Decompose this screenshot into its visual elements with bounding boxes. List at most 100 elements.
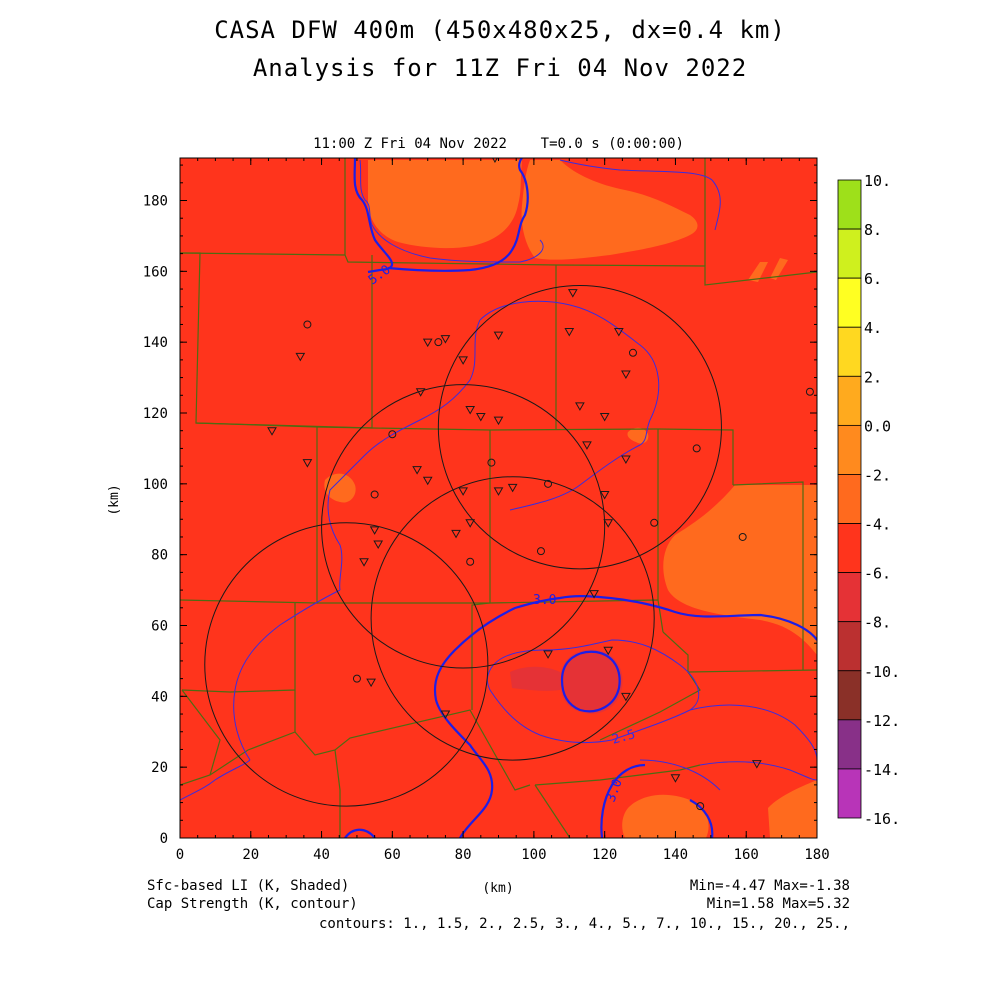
station-circle-marker	[544, 479, 553, 488]
station-triangle-marker	[412, 466, 422, 475]
colorbar-swatch	[837, 719, 862, 770]
contour-label-3-north: 3.0	[533, 593, 556, 608]
station-circle-marker	[352, 674, 361, 683]
station-triangle-marker	[465, 405, 476, 415]
x-tick-label: 100	[521, 847, 546, 863]
station-triangle-marker	[603, 519, 614, 528]
map-panel	[180, 158, 817, 838]
analysis-time-title: Analysis for 11Z Fri 04 Nov 2022	[252, 54, 748, 82]
station-triangle-marker	[507, 483, 518, 493]
station-triangle-marker	[369, 526, 380, 535]
station-triangle-marker	[415, 388, 426, 397]
contour-field-stats: Min=1.58 Max=5.32	[707, 896, 850, 912]
station-triangle-marker	[359, 558, 369, 567]
radar-ring-1	[437, 285, 722, 570]
shaded-field-stats: Min=-4.47 Max=-1.38	[690, 878, 850, 894]
station-circle-marker	[805, 387, 814, 396]
chart-title: CASA DFW 400m (450x480x25, dx=0.4 km)	[214, 16, 786, 44]
station-triangle-marker	[670, 774, 681, 783]
x-tick-label: 20	[242, 847, 259, 863]
colorbar-label: 0.0	[864, 417, 891, 435]
li-minimum-west	[510, 666, 560, 691]
valid-time-subtitle: 11:00 Z Fri 04 Nov 2022 T=0.0 s (0:00:00…	[313, 136, 684, 152]
station-circle-marker	[388, 430, 397, 439]
colorbar-swatch	[837, 179, 862, 230]
shaded-field-label: Sfc-based LI (K, Shaded)	[147, 878, 349, 894]
colorbar-label: 4.	[864, 319, 882, 337]
contour-levels: contours: 1., 1.5, 2., 2.5, 3., 4., 5., …	[319, 916, 850, 932]
li-shade-east	[663, 485, 817, 655]
station-triangle-marker	[613, 328, 624, 337]
y-tick-label: 100	[143, 477, 168, 493]
cap-strength-thin-contours	[180, 159, 817, 801]
station-triangle-marker	[621, 370, 631, 380]
colorbar-label: -14.	[864, 761, 900, 779]
colorbar-swatch	[837, 621, 862, 672]
station-triangle-marker	[267, 427, 277, 436]
station-circle-marker	[303, 320, 312, 329]
colorbar-label: -12.	[864, 712, 900, 730]
radar-ring-2	[321, 384, 606, 669]
x-tick-label: 60	[384, 847, 401, 863]
li-shade-north	[368, 160, 522, 249]
y-tick-label: 80	[151, 548, 168, 564]
station-triangle-marker	[621, 692, 631, 702]
station-triangle-marker	[465, 519, 476, 528]
y-tick-label: 60	[151, 619, 168, 635]
station-circle-marker	[536, 547, 545, 556]
footer-notes: Sfc-based LI (K, Shaded) Cap Strength (K…	[147, 878, 850, 932]
county-boundaries	[180, 158, 817, 838]
li-shade-south	[622, 780, 817, 838]
colorbar-swatch	[837, 228, 862, 279]
station-triangle-marker	[589, 590, 599, 599]
colorbar-label: 10.	[864, 172, 891, 190]
station-circle-marker	[370, 490, 379, 499]
li-field-base	[180, 158, 817, 838]
station-triangle-marker	[493, 416, 504, 426]
x-tick-label: 160	[734, 847, 759, 863]
station-triangle-marker	[582, 441, 592, 450]
colorbar-swatch	[837, 375, 862, 426]
colorbar-label: -6.	[864, 565, 891, 583]
station-circle-marker	[692, 444, 701, 453]
colorbar-swatch	[837, 424, 862, 475]
station-triangle-marker	[302, 459, 313, 468]
station-triangle-marker	[458, 356, 468, 365]
y-tick-label: 180	[143, 194, 168, 210]
colorbar-label: 8.	[864, 221, 882, 239]
y-tick-label: 0	[160, 831, 168, 847]
station-triangle-marker	[493, 331, 504, 341]
x-tick-label: 80	[455, 847, 472, 863]
station-triangle-marker	[575, 402, 585, 411]
colorbar-swatch	[837, 326, 862, 377]
x-axis-title: (km)	[482, 881, 513, 896]
station-triangle-marker	[422, 476, 433, 486]
station-triangle-marker	[366, 678, 376, 688]
station-triangle-marker	[451, 529, 461, 539]
colorbar-label: -2.	[864, 466, 891, 484]
li-small-cell	[627, 427, 649, 444]
x-tick-label: 40	[313, 847, 330, 863]
colorbar-swatch	[837, 670, 862, 721]
li-shade-west	[324, 473, 356, 503]
station-triangle-marker	[422, 338, 433, 348]
x-axis: 0 20 40 60 80 100 120 140 160 180	[176, 158, 830, 863]
station-circle-marker	[466, 557, 475, 566]
colorbar: 10. 8. 6. 4. 2. 0.0 -2. -4. -6. -8. -10. -12. -14. -1…	[837, 172, 900, 828]
colorbar-swatch	[837, 277, 862, 328]
colorbar-label: 2.	[864, 368, 882, 386]
contour-field-label: Cap Strength (K, contour)	[147, 896, 358, 912]
x-tick-label: 180	[804, 847, 829, 863]
y-tick-label: 40	[151, 689, 168, 705]
contour-label-2-5: 2.5	[610, 727, 637, 748]
y-tick-label: 160	[143, 264, 168, 280]
station-triangle-marker	[458, 487, 468, 496]
colorbar-swatch	[837, 768, 862, 819]
station-triangle-marker	[603, 646, 614, 656]
y-tick-label: 120	[143, 406, 168, 422]
station-triangle-marker	[493, 487, 504, 496]
cap-strength-thick-contours	[344, 158, 817, 838]
station-triangle-marker	[440, 335, 451, 344]
radar-ring-4	[204, 522, 489, 807]
